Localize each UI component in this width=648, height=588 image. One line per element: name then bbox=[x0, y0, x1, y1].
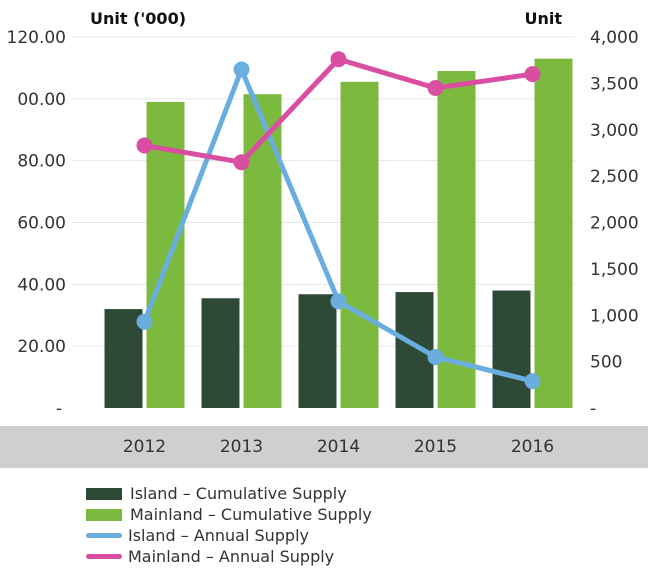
right-tick-label: 2,000 bbox=[590, 214, 639, 234]
legend-label: Mainland – Cumulative Supply bbox=[130, 505, 372, 524]
right-tick-label: 2,500 bbox=[590, 167, 639, 187]
legend: Island – Cumulative Supply Mainland – Cu… bbox=[86, 483, 372, 567]
left-tick-label: 80.00 bbox=[17, 152, 66, 172]
legend-label: Island – Annual Supply bbox=[128, 526, 309, 545]
left-tick-label: 60.00 bbox=[17, 214, 66, 234]
point-island-annual bbox=[427, 348, 444, 365]
legend-swatch-island-cumulative bbox=[86, 487, 122, 500]
lines bbox=[136, 51, 541, 390]
x-axis-ticks: 2012 2013 2014 2015 2016 bbox=[123, 437, 554, 457]
legend-label: Mainland – Annual Supply bbox=[128, 547, 335, 566]
left-tick-label: 120.00 bbox=[7, 28, 66, 48]
right-tick-label: 1,500 bbox=[590, 260, 639, 280]
point-island-annual bbox=[233, 61, 250, 78]
x-tick-label: 2012 bbox=[123, 437, 166, 457]
left-tick-label: 40.00 bbox=[17, 275, 66, 295]
chart: - 20.00 40.00 60.00 80.00 00.00 120.00 - 500 1,0… bbox=[0, 9, 648, 468]
bar-mainland-cumulative bbox=[437, 71, 476, 408]
x-tick-label: 2016 bbox=[511, 437, 554, 457]
point-mainland-annual bbox=[233, 154, 250, 171]
x-tick-label: 2013 bbox=[220, 437, 263, 457]
right-tick-label: 3,500 bbox=[590, 74, 639, 94]
bar-mainland-cumulative bbox=[340, 81, 379, 409]
bar-island-cumulative bbox=[104, 309, 143, 408]
left-tick-label: - bbox=[56, 399, 62, 419]
legend-item-mainland-cumulative: Mainland – Cumulative Supply bbox=[86, 504, 372, 525]
left-tick-label: 00.00 bbox=[17, 90, 66, 110]
point-mainland-annual bbox=[524, 66, 541, 83]
bar-island-cumulative bbox=[298, 294, 337, 408]
right-tick-label: 1,000 bbox=[590, 306, 639, 326]
legend-label: Island – Cumulative Supply bbox=[130, 484, 347, 503]
right-axis-ticks: - 500 1,000 1,500 2,000 2,500 3,000 3,500 4,000 bbox=[590, 28, 639, 419]
legend-swatch-island-annual bbox=[86, 533, 122, 538]
left-tick-label: 20.00 bbox=[17, 337, 66, 357]
point-mainland-annual bbox=[330, 51, 347, 68]
left-axis-ticks: - 20.00 40.00 60.00 80.00 00.00 120.00 bbox=[7, 28, 66, 419]
x-tick-label: 2014 bbox=[317, 437, 360, 457]
right-tick-label: - bbox=[590, 399, 596, 419]
x-tick-label: 2015 bbox=[414, 437, 457, 457]
left-axis-title: Unit ('000) bbox=[90, 9, 186, 28]
legend-item-mainland-annual: Mainland – Annual Supply bbox=[86, 546, 372, 567]
bar-island-cumulative bbox=[492, 290, 531, 408]
bar-island-cumulative bbox=[201, 298, 240, 408]
point-mainland-annual bbox=[427, 80, 444, 97]
right-tick-label: 4,000 bbox=[590, 28, 639, 48]
right-tick-label: 500 bbox=[590, 353, 622, 373]
right-axis-title: Unit bbox=[524, 9, 562, 28]
legend-item-island-annual: Island – Annual Supply bbox=[86, 525, 372, 546]
point-island-annual bbox=[136, 313, 153, 330]
bars bbox=[104, 58, 573, 409]
point-mainland-annual bbox=[136, 137, 153, 154]
bar-mainland-cumulative bbox=[534, 58, 573, 409]
legend-swatch-mainland-cumulative bbox=[86, 508, 122, 521]
right-tick-label: 3,000 bbox=[590, 121, 639, 141]
x-axis-band bbox=[0, 426, 648, 468]
legend-swatch-mainland-annual bbox=[86, 554, 122, 559]
point-island-annual bbox=[524, 373, 541, 390]
legend-item-island-cumulative: Island – Cumulative Supply bbox=[86, 483, 372, 504]
point-island-annual bbox=[330, 293, 347, 310]
